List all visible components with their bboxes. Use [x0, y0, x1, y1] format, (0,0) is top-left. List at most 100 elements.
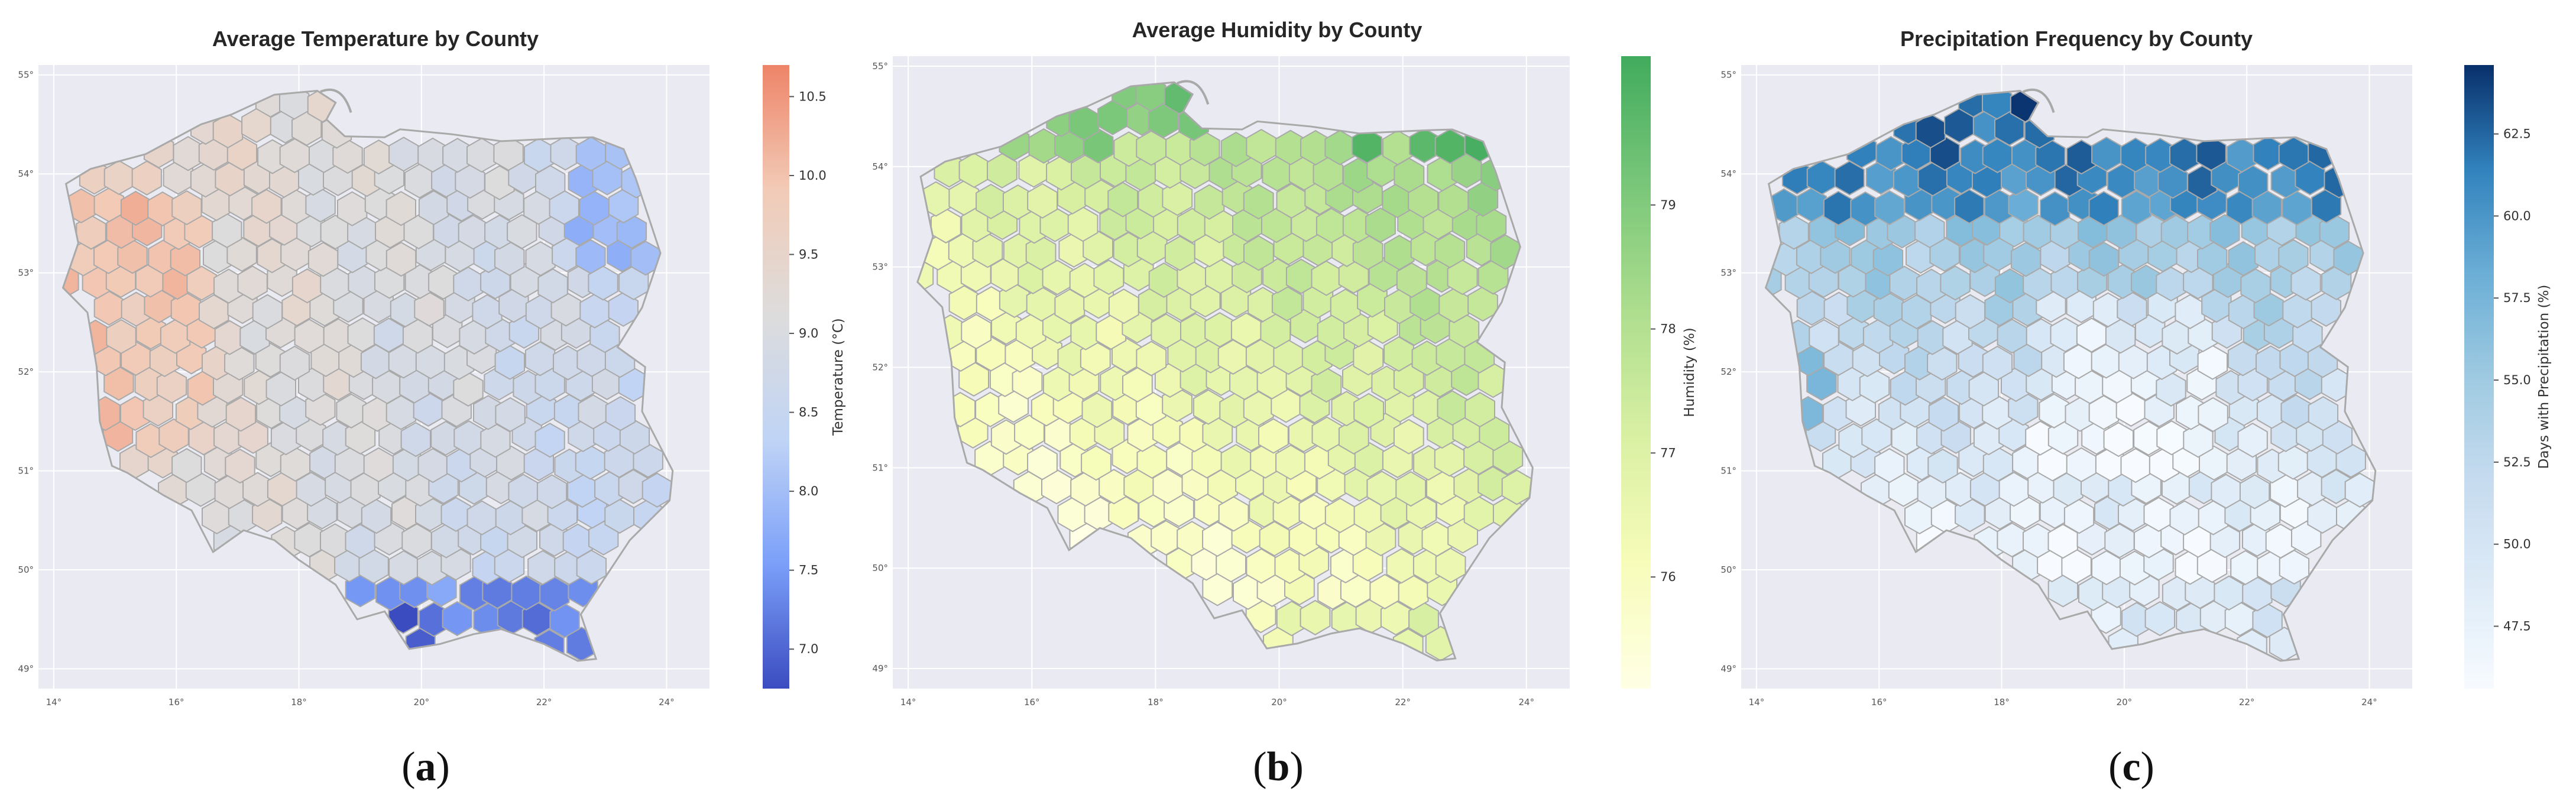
county-polygon: [961, 313, 992, 350]
county-polygon: [1274, 549, 1305, 585]
county-polygon: [2103, 421, 2134, 457]
county-polygon: [1393, 418, 1424, 455]
x-tick-label: 24°: [2361, 697, 2377, 708]
x-tick-label: 22°: [2239, 697, 2255, 708]
county-polygon: [2121, 190, 2152, 226]
y-tick-label: 52°: [1720, 366, 1736, 377]
y-tick-label: 55°: [1720, 70, 1736, 80]
county-polygon: [1276, 183, 1307, 219]
county-polygon: [1108, 288, 1139, 325]
county-polygon: [1940, 265, 1971, 301]
county-polygon: [296, 472, 326, 507]
panel-letter: (a): [401, 744, 450, 790]
county-polygon: [135, 423, 166, 458]
county-polygon: [2088, 241, 2120, 277]
colorbar-tick-label: 50.0: [2503, 537, 2531, 551]
county-polygon: [1243, 235, 1274, 271]
panel-letter: (c): [2108, 744, 2154, 790]
y-tick-label: 53°: [872, 262, 888, 272]
county-polygon: [1202, 521, 1233, 557]
y-tick-label: 55°: [872, 61, 888, 72]
county-polygon: [1148, 262, 1180, 298]
y-tick-label: 54°: [18, 168, 34, 179]
county-polygon: [1164, 235, 1195, 271]
colorbar-label: Days with Precipitation (%): [2536, 285, 2552, 469]
county-polygon: [525, 241, 556, 277]
colorbar-tick-label: 9.0: [799, 326, 818, 340]
county-polygon: [1330, 288, 1361, 325]
county-polygon: [2047, 524, 2078, 559]
county-polygon: [1243, 184, 1274, 220]
county-polygon: [495, 397, 526, 433]
colorbar: [2464, 65, 2494, 689]
county-polygon: [2187, 165, 2218, 200]
y-tick-label: 51°: [872, 462, 888, 473]
panel-title: Average Temperature by County: [212, 27, 539, 51]
x-tick-label: 20°: [1271, 697, 1287, 708]
x-tick-label: 24°: [1519, 697, 1535, 708]
country-outline: [61, 89, 674, 662]
y-tick-label: 50°: [1720, 564, 1736, 575]
county-polygon: [2010, 242, 2042, 277]
county-polygon: [1928, 397, 1959, 432]
x-tick-label: 16°: [1871, 697, 1887, 708]
county-polygon: [536, 474, 568, 510]
county-polygon: [119, 395, 151, 431]
county-polygon: [1994, 268, 2026, 304]
county-polygon: [1365, 207, 1396, 243]
county-polygon: [2040, 191, 2070, 226]
county-polygon: [2239, 474, 2270, 510]
county-polygon: [225, 448, 255, 484]
county-polygon: [400, 421, 431, 457]
colorbar-tick-label: 7.0: [799, 642, 818, 656]
x-tick-label: 22°: [1395, 697, 1411, 708]
county-polygon: [1982, 345, 2013, 381]
x-tick-label: 16°: [1024, 697, 1040, 708]
county-polygon: [2088, 191, 2119, 226]
county-polygon: [1809, 319, 1839, 355]
y-tick-label: 49°: [18, 664, 34, 674]
hel-peninsula: [1177, 80, 1210, 105]
county-polygon: [416, 550, 448, 586]
panel-title: Precipitation Frequency by County: [1900, 27, 2253, 51]
county-polygon: [1434, 232, 1466, 268]
colorbar-tick-label: 7.5: [799, 563, 818, 577]
y-tick-label: 50°: [18, 564, 34, 575]
x-tick-label: 18°: [291, 697, 307, 708]
y-tick-label: 50°: [872, 563, 888, 573]
county-map: [917, 82, 1532, 661]
county-polygon: [2278, 239, 2309, 274]
county-polygon: [975, 391, 1006, 427]
x-tick-label: 18°: [1994, 697, 2010, 708]
county-polygon: [575, 239, 606, 274]
county-polygon: [1027, 444, 1058, 481]
county-polygon: [605, 396, 636, 431]
panel-a: Average Temperature by County 14° 16° 18° 20…: [18, 27, 846, 790]
county-polygon: [337, 191, 368, 226]
county-map: [63, 90, 672, 661]
county-polygon: [225, 397, 257, 432]
hel-peninsula: [320, 88, 352, 113]
y-tick-label: 54°: [872, 161, 888, 172]
x-tick-label: 20°: [414, 697, 430, 708]
county-polygon: [279, 345, 310, 381]
x-tick-label: 14°: [900, 697, 916, 708]
county-polygon: [307, 242, 339, 277]
county-polygon: [1464, 392, 1495, 428]
county-polygon: [472, 294, 503, 329]
panel-b: Average Humidity by County 14° 16° 18° 20° 22…: [872, 18, 1697, 790]
country-outline: [1764, 89, 2377, 662]
county-polygon: [1258, 418, 1289, 454]
y-tick-label: 54°: [1720, 168, 1736, 179]
county-polygon: [484, 165, 515, 200]
x-tick-label: 16°: [169, 697, 184, 708]
colorbar-tick-label: 76: [1660, 570, 1676, 584]
x-tick-label: 18°: [1148, 697, 1164, 708]
county-polygon: [1383, 235, 1415, 271]
county-polygon: [507, 214, 537, 249]
x-tick-label: 14°: [1749, 697, 1765, 708]
colorbar-tick-label: 57.5: [2503, 291, 2531, 305]
county-polygon: [1093, 259, 1125, 296]
colorbar-tick-label: 8.0: [799, 484, 818, 498]
